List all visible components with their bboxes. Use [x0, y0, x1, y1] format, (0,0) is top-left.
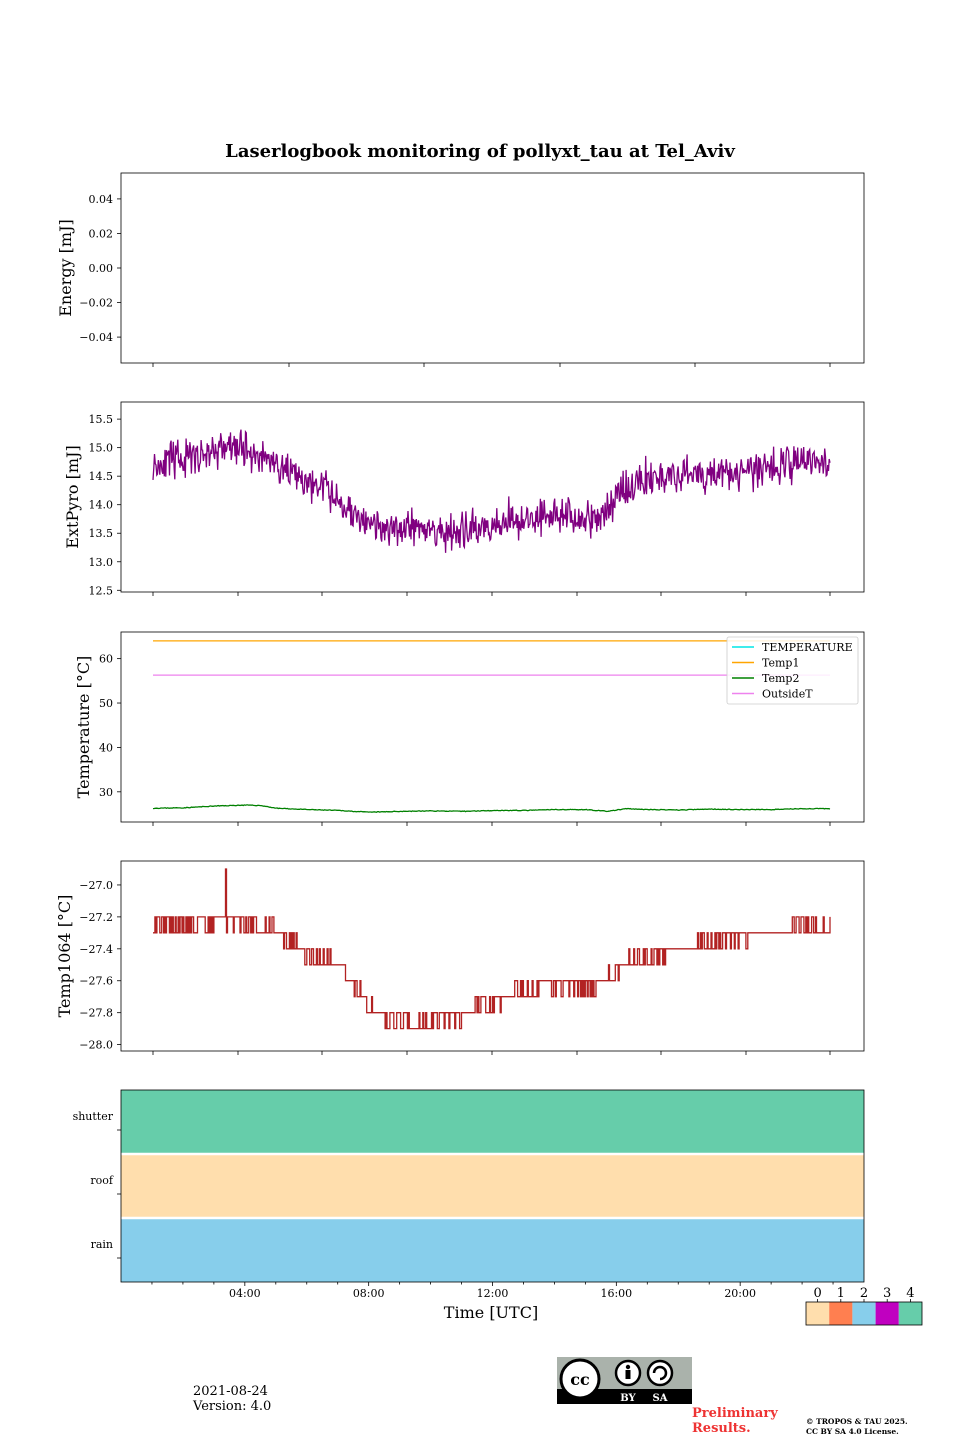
- temp1064-panel: Temp1064 [°C] −27.0 −27.2 −27.4 −27.6 −27.8 −…: [55, 860, 865, 1055]
- status-row-label: roof: [90, 1174, 114, 1187]
- ytick-label: −0.02: [79, 297, 113, 310]
- temperature-panel: Temperature [°C] 60 50 40 30 TEMPERATURE Temp…: [74, 631, 865, 826]
- colorbar-tick-label: 1: [837, 1286, 845, 1301]
- chart-title: Laserlogbook monitoring of pollyxt_tau a…: [225, 141, 735, 162]
- colorbar-swatch: [806, 1302, 830, 1325]
- ytick-label: 40: [99, 741, 113, 754]
- cc-sa-label: SA: [653, 1393, 668, 1404]
- temp1064-ylabel: Temp1064 [°C]: [55, 895, 74, 1018]
- status-row-label: shutter: [73, 1110, 114, 1123]
- ytick-label: −0.04: [79, 331, 113, 344]
- ytick-label: 50: [99, 697, 113, 710]
- ytick-label: 0.04: [89, 193, 114, 206]
- temp1064-series-line: [153, 868, 831, 1030]
- energy-ylabel: Energy [mJ]: [56, 219, 75, 317]
- xtick-label: 20:00: [724, 1287, 756, 1300]
- copyright-note: © TROPOS & TAU 2025. CC BY SA 4.0 Licens…: [806, 1417, 908, 1437]
- extpyro-ylabel: ExtPyro [mJ]: [63, 445, 82, 548]
- legend-box: [726, 636, 859, 705]
- colorbar-tick-label: 2: [860, 1286, 868, 1301]
- footer-date-version: 2021-08-24 Version: 4.0: [193, 1384, 271, 1414]
- energy-panel: Energy [mJ] 0.04 0.02 0.00 −0.02 −0.04: [56, 172, 865, 367]
- cc-by-sa-license-icon: cc BY SA: [557, 1357, 692, 1404]
- legend-label: OutsideT: [762, 688, 813, 701]
- colorbar-tick-label: 0: [813, 1286, 821, 1301]
- colorbar-swatch: [898, 1302, 922, 1325]
- ytick-label: 0.00: [89, 262, 114, 275]
- xtick-label: 04:00: [229, 1287, 261, 1300]
- status-row-label: rain: [91, 1238, 113, 1251]
- colorbar-tick-label: 3: [883, 1286, 891, 1301]
- extpyro-panel: ExtPyro [mJ] 15.5 15.0 14.5 14.0 13.5 13.0 12.…: [63, 401, 865, 597]
- time-xlabel: Time [UTC]: [444, 1303, 538, 1322]
- series-line-temp2: [152, 804, 831, 813]
- ytick-label: −27.4: [79, 943, 113, 956]
- extpyro-series-line: [152, 429, 831, 553]
- copyright-line1: © TROPOS & TAU 2025.: [806, 1417, 908, 1426]
- status-row-rain: [121, 1218, 864, 1282]
- ytick-label: −27.0: [79, 879, 113, 892]
- colorbar-swatch: [875, 1302, 899, 1325]
- temperature-ylabel: Temperature [°C]: [74, 656, 93, 799]
- legend-label: Temp1: [762, 657, 799, 670]
- ytick-label: 14.5: [89, 470, 114, 483]
- ytick-label: 14.0: [89, 499, 114, 512]
- svg-text:cc: cc: [570, 1370, 590, 1389]
- preliminary-line2: Results.: [692, 1421, 751, 1436]
- ytick-label: 60: [99, 653, 113, 666]
- xtick-label: 12:00: [477, 1287, 509, 1300]
- colorbar-swatch: [829, 1302, 853, 1325]
- legend-label: TEMPERATURE: [762, 641, 853, 654]
- footer-version: Version: 4.0: [193, 1399, 272, 1414]
- ytick-label: −27.2: [79, 911, 113, 924]
- status-row-roof: [121, 1154, 864, 1218]
- preliminary-results-note: Preliminary Results.: [692, 1406, 778, 1436]
- cc-by-label: BY: [620, 1393, 636, 1404]
- ytick-label: −27.6: [79, 975, 113, 988]
- ytick-label: 12.5: [89, 584, 114, 597]
- preliminary-line1: Preliminary: [692, 1406, 778, 1421]
- ytick-label: 13.0: [89, 556, 114, 569]
- colorbar-tick-label: 4: [906, 1286, 914, 1301]
- footer-date: 2021-08-24: [193, 1384, 268, 1399]
- temp1064-axes-frame: [120, 860, 865, 1052]
- ytick-label: 15.5: [89, 413, 114, 426]
- legend-label: Temp2: [762, 672, 799, 685]
- ytick-label: 0.02: [89, 227, 114, 240]
- ytick-label: 30: [99, 786, 113, 799]
- ytick-label: −28.0: [79, 1039, 113, 1052]
- xtick-label: 08:00: [353, 1287, 385, 1300]
- ytick-label: 13.5: [89, 527, 114, 540]
- extpyro-axes-frame: [120, 401, 865, 593]
- temperature-axes-frame: [120, 631, 865, 823]
- xtick-label: 16:00: [600, 1287, 632, 1300]
- copyright-line2: CC BY SA 4.0 License.: [806, 1427, 899, 1436]
- ytick-label: −27.8: [79, 1007, 113, 1020]
- status-panel: Time [UTC] shutter roof rain 04:00 08:00 12:0…: [73, 1089, 865, 1322]
- colorbar-swatch: [852, 1302, 876, 1325]
- ytick-label: 15.0: [89, 442, 114, 455]
- energy-axes-frame: [120, 172, 865, 364]
- status-row-shutter: [121, 1090, 864, 1154]
